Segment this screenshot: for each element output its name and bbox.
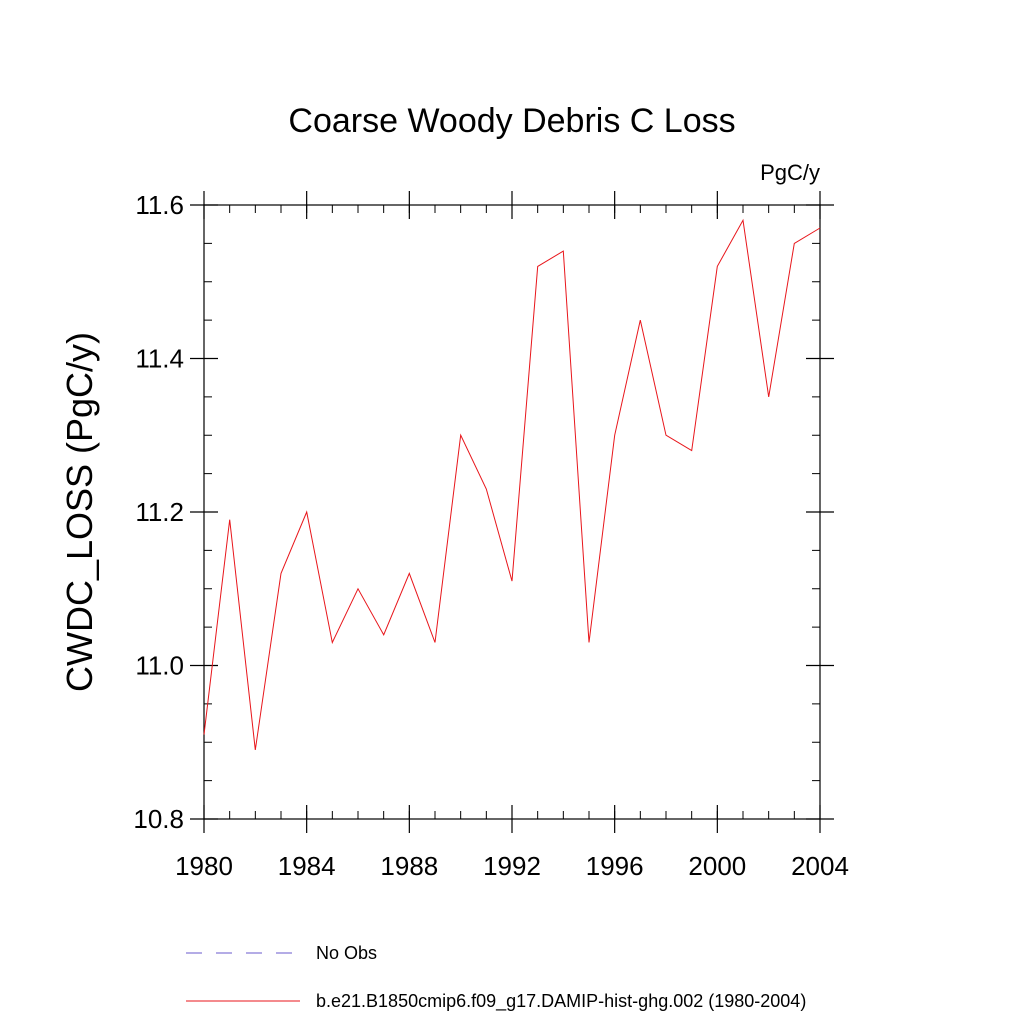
axis-ticks xyxy=(190,191,834,833)
x-tick-label: 1992 xyxy=(483,851,541,881)
y-tick-label: 11.0 xyxy=(135,651,184,681)
x-tick-label: 2000 xyxy=(688,851,746,881)
x-tick-label: 1996 xyxy=(586,851,644,881)
y-tick-label: 11.2 xyxy=(135,497,184,527)
y-axis-label: CWDC_LOSS (PgC/y) xyxy=(59,332,100,692)
y-tick-label: 10.8 xyxy=(133,804,184,834)
x-tick-label: 2004 xyxy=(791,851,849,881)
chart-title: Coarse Woody Debris C Loss xyxy=(288,102,735,140)
x-tick-label: 1984 xyxy=(278,851,336,881)
legend-label-model: b.e21.B1850cmip6.f09_g17.DAMIP-hist-ghg.… xyxy=(316,991,806,1012)
series-layer xyxy=(203,218,821,750)
x-tick-label: 1980 xyxy=(175,851,233,881)
y-tick-label: 11.6 xyxy=(135,190,184,220)
series-line xyxy=(203,218,821,750)
plot-frame xyxy=(203,204,821,820)
units-label: PgC/y xyxy=(760,160,820,185)
axis-tick-labels: 10.8 11.0 11.2 11.4 11.6 1980 1984 1988 1992 1996… xyxy=(133,190,849,881)
legend: No Obs b.e21.B1850cmip6.f09_g17.DAMIP-hi… xyxy=(186,943,806,1012)
legend-label-no-obs: No Obs xyxy=(316,943,377,963)
y-tick-label: 11.4 xyxy=(135,344,184,374)
x-tick-label: 1988 xyxy=(380,851,438,881)
